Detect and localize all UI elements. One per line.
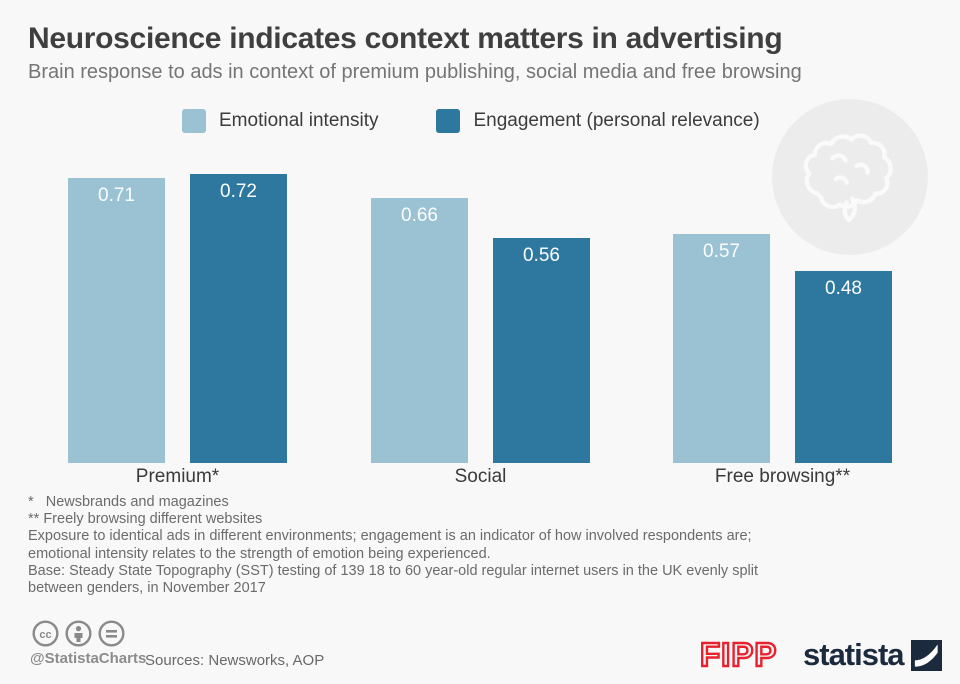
legend-label-emotional-intensity: Emotional intensity xyxy=(219,110,379,131)
legend-item-emotional-intensity: Emotional intensity xyxy=(182,109,378,133)
page-subtitle: Brain response to ads in context of prem… xyxy=(28,61,802,83)
category-label-social: Social xyxy=(454,466,507,487)
bar-premium-engagement-personal-relevance: 0.72 xyxy=(190,174,287,463)
attribution-icon xyxy=(65,620,92,647)
footnote-line: Exposure to identical ads in different e… xyxy=(28,528,752,545)
license-icons: cc xyxy=(32,620,125,647)
category-label-premium: Premium* xyxy=(135,466,220,487)
fipp-logo: FIPP xyxy=(698,635,793,679)
statista-logo: statista xyxy=(803,637,942,673)
no-derivatives-icon xyxy=(98,620,125,647)
legend: Emotional intensity Engagement (personal… xyxy=(182,109,760,133)
footnote-line: ** Freely browsing different websites xyxy=(28,511,263,528)
cc-icon: cc xyxy=(32,620,59,647)
bar-premium-emotional-intensity: 0.71 xyxy=(68,178,165,463)
legend-item-engagement: Engagement (personal relevance) xyxy=(436,109,760,133)
legend-label-engagement: Engagement (personal relevance) xyxy=(473,110,760,131)
footnote-line: between genders, in November 2017 xyxy=(28,580,266,597)
bar-value-label: 0.56 xyxy=(523,245,560,266)
bar-value-label: 0.71 xyxy=(98,185,135,206)
bar-social-engagement-personal-relevance: 0.56 xyxy=(493,238,590,463)
bar-value-label: 0.57 xyxy=(703,241,740,262)
svg-text:cc: cc xyxy=(39,629,51,641)
page-title: Neuroscience indicates context matters i… xyxy=(28,22,783,55)
category-label-free-browsing: Free browsing** xyxy=(714,466,851,487)
bar-value-label: 0.48 xyxy=(825,278,862,299)
bar-social-emotional-intensity: 0.66 xyxy=(371,198,468,463)
legend-swatch-engagement xyxy=(436,109,461,133)
footnotes: * Newsbrands and magazines ** Freely brow… xyxy=(28,494,758,597)
bar-value-label: 0.72 xyxy=(220,181,257,202)
brain-icon xyxy=(803,133,893,223)
footnote-line: emotional intensity relates to the stren… xyxy=(28,545,491,562)
brain-badge xyxy=(772,99,928,255)
legend-swatch-emotional-intensity xyxy=(182,109,206,133)
bar-free-browsing-engagement-personal-relevance: 0.48 xyxy=(795,271,892,463)
statista-charts-handle: @StatistaCharts xyxy=(30,650,147,667)
footnote-line: * Newsbrands and magazines xyxy=(28,494,229,510)
fipp-logo-text: FIPP xyxy=(700,636,777,673)
bar-free-browsing-emotional-intensity: 0.57 xyxy=(673,234,770,463)
footnote-line: Base: Steady State Topography (SST) test… xyxy=(28,562,758,579)
sources-text: Sources: Newsworks, AOP xyxy=(145,652,325,669)
statista-logo-mark xyxy=(910,639,942,671)
statista-logo-text: statista xyxy=(803,637,905,672)
bar-value-label: 0.66 xyxy=(401,205,438,226)
